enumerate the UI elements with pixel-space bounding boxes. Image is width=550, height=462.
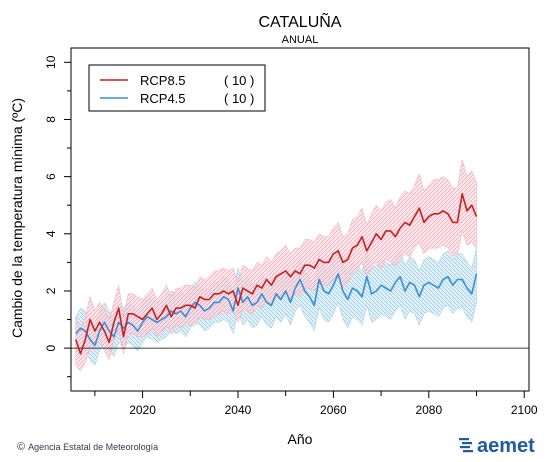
legend-count-rcp85: ( 10 ): [224, 73, 254, 88]
y-axis: 0 2 4 6 8 10: [44, 55, 71, 378]
x-axis: 2020 2040 2060 2080 2100: [94, 391, 538, 417]
y-tick-label: 0: [44, 344, 58, 351]
y-tick-label: 2: [44, 287, 58, 294]
legend-box: [88, 64, 266, 112]
plot-area: [71, 159, 529, 372]
uncertainty-bands: [75, 159, 477, 372]
x-tick-label: 2100: [511, 403, 538, 417]
x-tick-label: 2060: [320, 403, 347, 417]
y-tick-label: 10: [44, 55, 58, 69]
chart-subtitle: ANUAL: [282, 34, 319, 46]
series-lines: [75, 193, 478, 355]
aemet-logo: aemet: [459, 435, 535, 457]
legend: RCP8.5 ( 10 ) RCP4.5 ( 10 ): [88, 64, 266, 112]
x-tick-label: 2040: [225, 403, 252, 417]
y-tick-label: 6: [44, 173, 58, 180]
series-line-rcp85: [75, 193, 478, 355]
agency-name: Agencia Estatal de Meteorología: [28, 442, 159, 452]
legend-count-rcp45: ( 10 ): [224, 91, 254, 106]
chart-title: CATALUÑA: [259, 11, 342, 31]
legend-label-rcp45: RCP4.5: [140, 91, 186, 106]
aemet-logo-text: aemet: [477, 435, 535, 457]
band-rcp85: [75, 159, 477, 372]
plot-frame: [70, 47, 530, 392]
legend-label-rcp85: RCP8.5: [140, 73, 186, 88]
y-tick-label: 8: [44, 116, 58, 123]
copyright-icon: ©: [17, 441, 26, 453]
aemet-logo-mark-icon: [459, 438, 473, 453]
x-axis-label: Año: [288, 431, 313, 447]
x-tick-label: 2080: [415, 403, 442, 417]
y-axis-label: Cambio de la temperatura mínima (ºC): [9, 98, 25, 338]
agency-credit: © Agencia Estatal de Meteorología: [17, 441, 158, 453]
series-line-rcp45: [75, 272, 478, 347]
x-tick-label: 2020: [129, 403, 156, 417]
y-tick-label: 4: [44, 230, 58, 237]
